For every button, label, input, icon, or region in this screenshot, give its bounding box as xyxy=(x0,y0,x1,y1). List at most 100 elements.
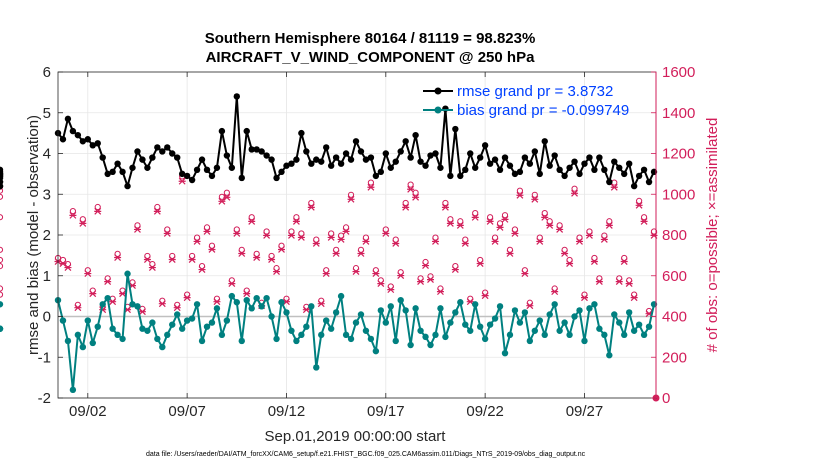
obs-assimilated-marker xyxy=(332,250,340,257)
y-right-tick-label: 400 xyxy=(662,309,687,326)
rmse-point xyxy=(526,160,534,167)
y-right-axis-label: # of obs: o=possible; ×=assimilated xyxy=(704,118,721,353)
rmse-point xyxy=(283,162,290,169)
obs-possible-marker xyxy=(422,258,429,266)
bias-point xyxy=(238,337,245,345)
y-tick-label: 2 xyxy=(43,227,51,244)
obs-assimilated-marker xyxy=(273,268,281,275)
obs-assimilated-marker xyxy=(605,221,613,229)
rmse-point xyxy=(0,170,4,178)
obs-assimilated-marker xyxy=(153,207,161,215)
rmse-point xyxy=(178,170,186,178)
obs-possible-marker xyxy=(114,250,121,257)
obs-assimilated-marker xyxy=(556,225,564,233)
obs-possible-marker xyxy=(223,189,230,196)
obs-assimilated-marker xyxy=(119,290,127,298)
bias-point xyxy=(556,327,563,334)
rmse-point xyxy=(407,154,414,161)
obs-assimilated-marker xyxy=(302,306,310,314)
obs-possible-marker xyxy=(149,260,156,268)
obs-assimilated-marker xyxy=(456,221,464,229)
bias-point xyxy=(233,299,241,306)
obs-assimilated-marker xyxy=(367,183,375,191)
rmse-point xyxy=(273,174,280,182)
rmse-point xyxy=(635,172,643,180)
obs-possible-marker xyxy=(496,220,504,227)
bias-point xyxy=(576,307,583,314)
rmse-point xyxy=(233,93,241,100)
rmse-series xyxy=(0,93,658,190)
obs-possible-marker xyxy=(333,246,340,253)
obs-assimilated-marker xyxy=(422,262,430,269)
obs-assimilated-marker xyxy=(278,246,286,253)
rmse-point xyxy=(223,152,231,159)
y-tick-label: 4 xyxy=(43,146,51,163)
bias-point xyxy=(193,301,201,308)
bias-point xyxy=(263,294,270,302)
obs-assimilated-marker xyxy=(436,288,444,296)
bias-point xyxy=(640,331,648,339)
rmse-point xyxy=(422,162,429,169)
bias-point xyxy=(645,323,653,330)
bias-point xyxy=(372,347,380,355)
rmse-point xyxy=(188,176,196,184)
legend: rmse grand pr = 3.8732 bias grand pr = -… xyxy=(423,83,629,119)
obs-possible-marker xyxy=(367,179,375,186)
obs-possible-marker xyxy=(621,254,628,262)
obs-possible-marker xyxy=(357,246,365,253)
bias-series xyxy=(0,270,658,394)
bias-point xyxy=(472,301,479,308)
obs-assimilated-marker xyxy=(506,250,514,257)
bias-point xyxy=(332,309,340,316)
obs-possible-marker xyxy=(0,187,4,194)
obs-assimilated-marker xyxy=(541,213,549,221)
rmse-point xyxy=(392,158,399,165)
rmse-point xyxy=(129,164,136,171)
obs-assimilated-marker xyxy=(610,183,618,191)
obs-assimilated-marker xyxy=(387,286,395,294)
bias-point xyxy=(288,327,295,334)
bias-point xyxy=(382,319,390,326)
legend-bias-marker xyxy=(434,106,442,114)
obs-assimilated-marker xyxy=(446,219,454,227)
obs-possible-marker xyxy=(586,228,593,235)
bias-point xyxy=(571,313,578,320)
obs-assimilated-marker xyxy=(441,203,449,211)
rmse-point xyxy=(218,127,226,135)
y-tick-label: -1 xyxy=(38,349,51,366)
x-tick-label: 09/07 xyxy=(168,403,206,420)
rmse-point xyxy=(491,156,499,163)
obs-assimilated-marker xyxy=(143,256,151,263)
bias-point xyxy=(486,321,494,328)
rmse-point xyxy=(541,138,548,145)
y-right-tick-label: 200 xyxy=(662,349,687,366)
bias-point xyxy=(442,333,449,341)
bias-point xyxy=(208,319,216,326)
rmse-point xyxy=(263,152,270,159)
rmse-point xyxy=(347,156,355,163)
bias-point xyxy=(308,303,315,310)
rmse-point xyxy=(372,172,380,180)
rmse-point xyxy=(228,164,236,171)
bias-point xyxy=(462,321,469,328)
bias-point xyxy=(248,305,255,312)
rmse-point xyxy=(149,154,156,161)
bias-point xyxy=(611,311,618,318)
bias-point xyxy=(596,325,603,332)
rmse-point xyxy=(581,160,588,167)
obs-assimilated-marker xyxy=(64,264,72,271)
rmse-point xyxy=(432,150,439,157)
obs-possible-marker xyxy=(189,252,196,260)
rmse-point xyxy=(253,146,260,153)
bias-point xyxy=(591,301,598,308)
bias-point xyxy=(134,303,141,310)
rmse-point xyxy=(337,160,345,167)
obs-possible-marker xyxy=(0,291,4,298)
rmse-point xyxy=(387,164,394,171)
bias-point xyxy=(178,325,186,332)
rmse-point xyxy=(576,170,583,178)
obs-possible-marker xyxy=(347,191,355,198)
rmse-point xyxy=(342,150,350,157)
obs-assimilated-marker xyxy=(600,236,608,243)
rmse-point xyxy=(323,144,330,151)
